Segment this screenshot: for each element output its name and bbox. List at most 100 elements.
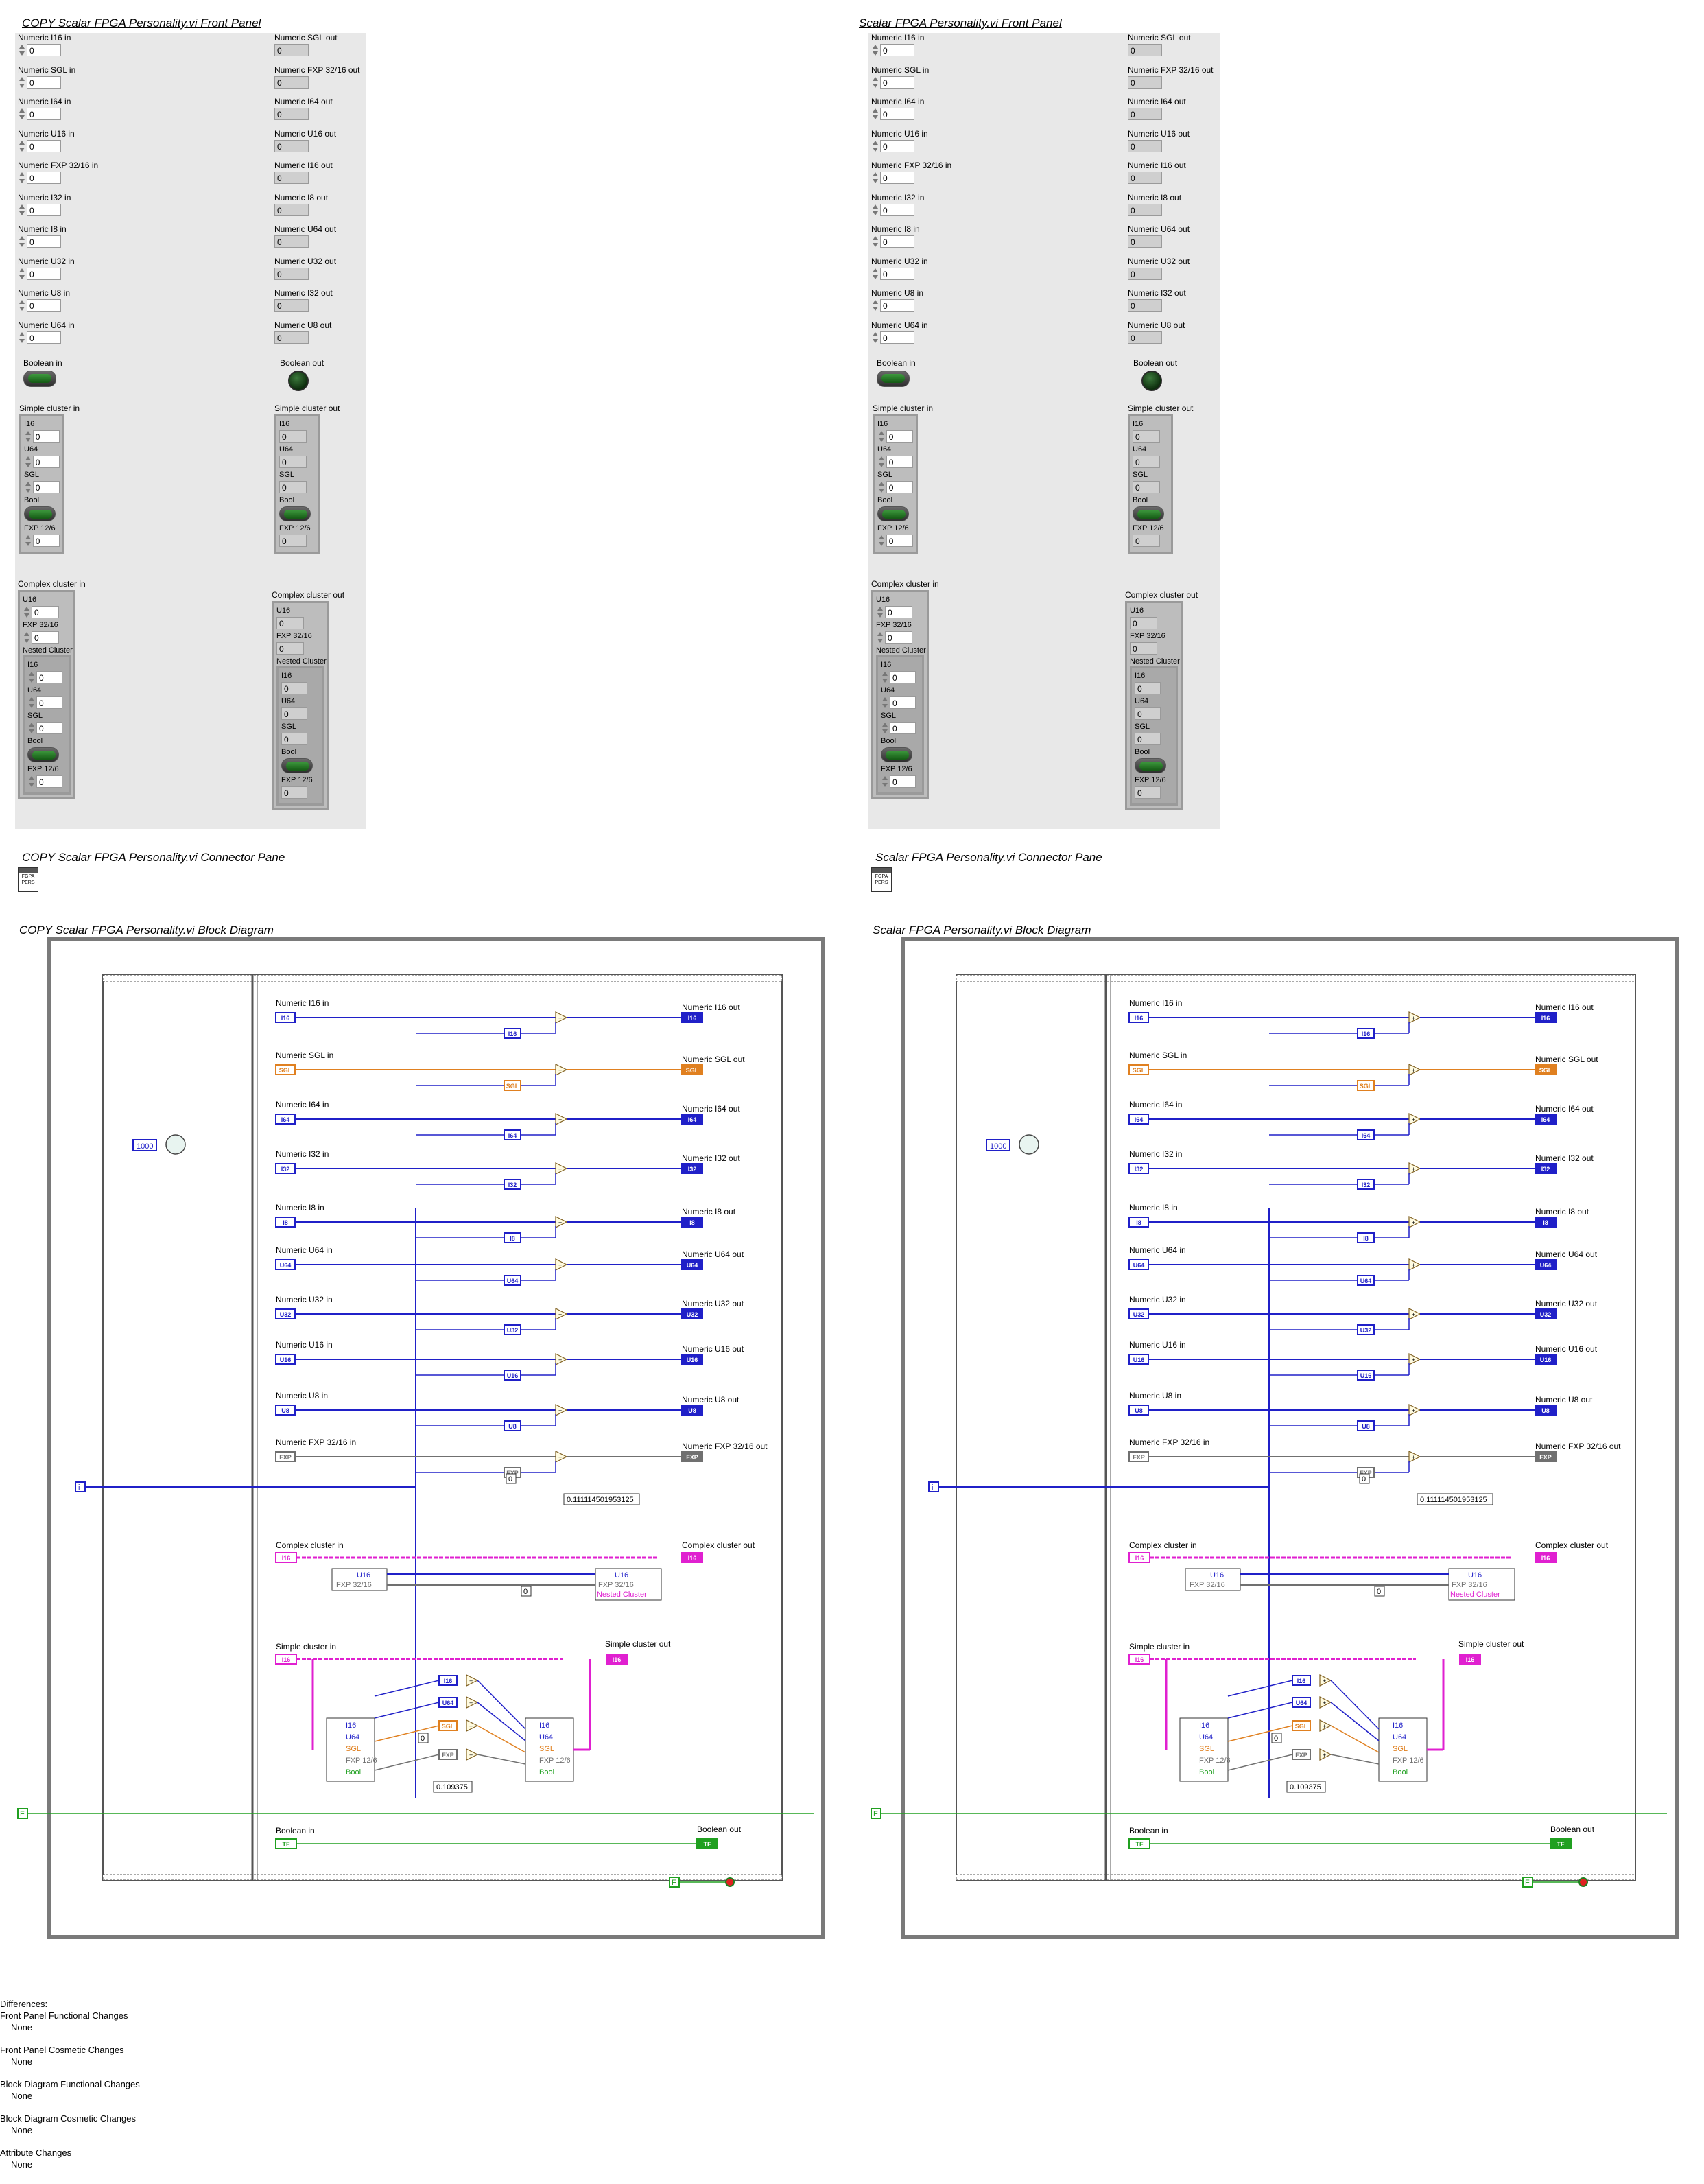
increment-decrement-icon[interactable] [871, 268, 879, 280]
copy-vi-column: COPY Scalar FPGA Personality.vi Front Pa… [0, 0, 851, 1990]
numeric-input-field[interactable]: 0 [27, 267, 61, 280]
output-terminal-label: Numeric FXP 32/16 out [1535, 1442, 1621, 1451]
numeric-input-field[interactable]: 0 [27, 75, 61, 89]
numeric-input-field[interactable]: 0 [890, 775, 916, 788]
numeric-output-field: 0 [274, 44, 309, 56]
bool-toggle-switch[interactable] [24, 506, 56, 521]
output-terminal-label: Numeric I16 out [1535, 1002, 1594, 1012]
increment-decrement-icon[interactable] [877, 481, 885, 493]
bool-toggle-switch[interactable] [877, 506, 909, 521]
increment-decrement-icon[interactable] [881, 775, 888, 788]
increment-decrement-icon[interactable] [27, 696, 35, 709]
increment-decrement-icon[interactable] [871, 76, 879, 89]
numeric-input-field[interactable]: 0 [880, 299, 914, 312]
numeric-input-field[interactable]: 0 [32, 535, 60, 547]
numeric-input-field[interactable]: 0 [27, 44, 61, 56]
numeric-input-field[interactable]: 0 [880, 108, 914, 120]
numeric-input-field[interactable]: 0 [890, 722, 916, 734]
increment-decrement-icon[interactable] [23, 606, 30, 618]
numeric-input-field[interactable]: 0 [886, 481, 913, 493]
increment-decrement-icon[interactable] [18, 44, 25, 56]
increment-decrement-icon[interactable] [24, 535, 32, 547]
increment-decrement-icon[interactable] [24, 456, 32, 468]
increment-decrement-icon[interactable] [877, 456, 885, 468]
boolean-toggle-switch[interactable] [23, 371, 56, 387]
numeric-input-field[interactable]: 0 [27, 299, 61, 312]
numeric-input-field[interactable]: 0 [27, 108, 61, 120]
numeric-input-field[interactable]: 0 [880, 172, 914, 184]
numeric-input-field[interactable]: 0 [880, 235, 914, 248]
increment-decrement-icon[interactable] [881, 671, 888, 683]
increment-decrement-icon[interactable] [18, 204, 25, 216]
bool-toggle-switch[interactable] [881, 747, 912, 762]
increment-decrement-icon[interactable] [27, 775, 35, 788]
increment-decrement-icon[interactable] [18, 331, 25, 344]
numeric-input-field[interactable]: 0 [880, 44, 914, 56]
increment-decrement-icon[interactable] [877, 535, 885, 547]
numeric-input-field[interactable]: 0 [36, 775, 62, 788]
numeric-input-field[interactable]: 0 [880, 139, 914, 152]
numeric-input-field[interactable]: 0 [32, 606, 59, 618]
numeric-input-field[interactable]: 0 [27, 235, 61, 248]
numeric-input-field[interactable]: 0 [32, 456, 60, 468]
increment-decrement-icon[interactable] [877, 430, 885, 443]
numeric-input-field[interactable]: 0 [27, 139, 61, 152]
cluster-element: U16 0 [1130, 606, 1178, 629]
increment-decrement-icon[interactable] [27, 671, 35, 683]
numeric-input-field[interactable]: 0 [890, 671, 916, 683]
increment-decrement-icon[interactable] [24, 430, 32, 443]
numeric-input-field[interactable]: 0 [890, 696, 916, 709]
boolean-toggle-switch[interactable] [877, 371, 910, 387]
increment-decrement-icon[interactable] [876, 631, 884, 644]
numeric-input-field[interactable]: 0 [27, 172, 61, 184]
numeric-input-field[interactable]: 0 [880, 267, 914, 280]
increment-decrement-icon[interactable] [18, 108, 25, 120]
increment-decrement-icon[interactable] [871, 331, 879, 344]
increment-decrement-icon[interactable] [871, 108, 879, 120]
bool-toggle-switch[interactable] [27, 747, 59, 762]
flat-sequence-frame [102, 974, 783, 1881]
increment-decrement-icon[interactable] [18, 268, 25, 280]
increment-decrement-icon[interactable] [18, 299, 25, 312]
numeric-input-field[interactable]: 0 [886, 430, 913, 443]
terminal-type-label: I16 [1135, 1555, 1144, 1562]
numeric-input-field[interactable]: 0 [32, 631, 59, 644]
numeric-input-field[interactable]: 0 [880, 75, 914, 89]
numeric-input-field[interactable]: 0 [880, 331, 914, 344]
numeric-input-field[interactable]: 0 [36, 722, 62, 734]
increment-decrement-icon[interactable] [18, 235, 25, 248]
numeric-input-field[interactable]: 0 [885, 631, 912, 644]
output-terminal: I64 [1535, 1114, 1557, 1125]
numeric-input-row: 0 [18, 172, 98, 184]
increment-decrement-icon[interactable] [871, 235, 879, 248]
numeric-input-field[interactable]: 0 [880, 203, 914, 216]
simple-bundle-node [525, 1717, 574, 1782]
numeric-input-field[interactable]: 0 [27, 203, 61, 216]
numeric-input-field[interactable]: 0 [885, 606, 912, 618]
increment-decrement-icon[interactable] [871, 204, 879, 216]
cluster-frame: I16 0 U64 0 SGL 0 Bool FXP 12/6 0 [274, 414, 320, 554]
increment-decrement-icon[interactable] [871, 140, 879, 152]
increment-decrement-icon[interactable] [871, 299, 879, 312]
difference-heading: Front Panel Functional Changes [0, 2010, 128, 2021]
increment-decrement-icon[interactable] [881, 722, 888, 734]
increment-decrement-icon[interactable] [871, 44, 879, 56]
control-label: Numeric U32 in [18, 256, 75, 266]
numeric-input-field[interactable]: 0 [27, 331, 61, 344]
increment-decrement-icon[interactable] [23, 631, 30, 644]
numeric-input-field[interactable]: 0 [886, 535, 913, 547]
increment-decrement-icon[interactable] [881, 696, 888, 709]
increment-decrement-icon[interactable] [876, 606, 884, 618]
numeric-input-field[interactable]: 0 [886, 456, 913, 468]
numeric-input-field[interactable]: 0 [32, 481, 60, 493]
numeric-input-field[interactable]: 0 [36, 696, 62, 709]
increment-decrement-icon[interactable] [24, 481, 32, 493]
increment-decrement-icon[interactable] [18, 172, 25, 184]
increment-decrement-icon[interactable] [18, 140, 25, 152]
increment-decrement-icon[interactable] [18, 76, 25, 89]
icon-text-line: PERS [21, 880, 35, 885]
increment-decrement-icon[interactable] [871, 172, 879, 184]
numeric-input-field[interactable]: 0 [32, 430, 60, 443]
increment-decrement-icon[interactable] [27, 722, 35, 734]
numeric-input-field[interactable]: 0 [36, 671, 62, 683]
